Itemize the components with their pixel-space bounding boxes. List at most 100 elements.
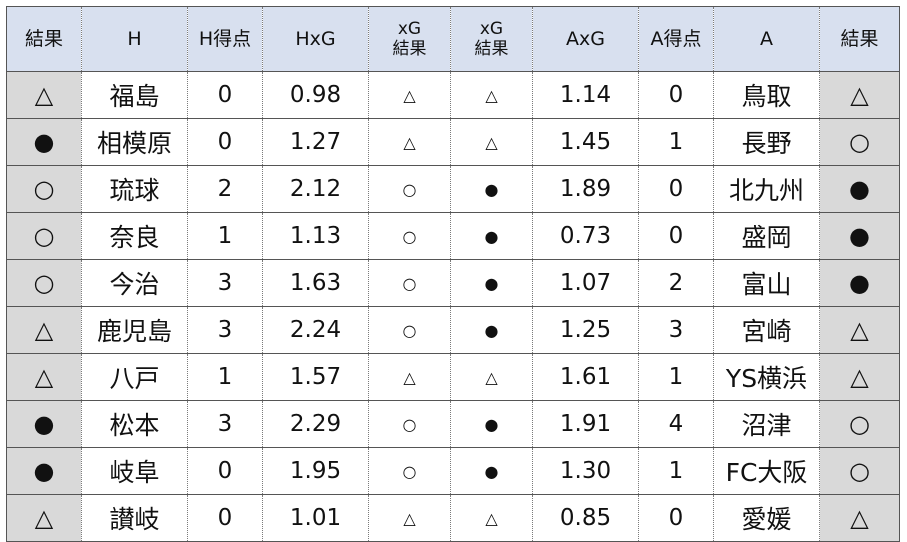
header-away-xg-result-top: xG: [479, 18, 504, 39]
away-xg: 0.85: [532, 494, 639, 542]
away-team: 富山: [713, 259, 820, 307]
away-score: 0: [638, 494, 714, 542]
away-xg: 1.61: [532, 353, 639, 401]
header-away-team: A: [713, 6, 820, 72]
home-xg: 2.29: [262, 400, 369, 448]
away-team: FC大阪: [713, 447, 820, 495]
away-xg: 1.25: [532, 306, 639, 354]
header-home-score: H得点: [187, 6, 263, 72]
away-xg-result-mark: ●: [450, 259, 533, 307]
home-score: 3: [187, 259, 263, 307]
home-score: 3: [187, 400, 263, 448]
header-home-xg: HxG: [262, 6, 369, 72]
table-row: ○ 今治 3 1.63 ○ ● 1.07 2 富山 ●: [6, 259, 900, 307]
home-xg-result-mark: △: [368, 118, 451, 166]
home-team: 奈良: [81, 212, 188, 260]
away-score: 1: [638, 353, 714, 401]
match-results-table: 結果 H H得点 HxG xG 結果 xG 結果 AxG A得点 A 結果 △ …: [6, 6, 900, 542]
table-row: △ 福島 0 0.98 △ △ 1.14 0 鳥取 △: [6, 71, 900, 119]
home-result-mark: ○: [6, 165, 82, 213]
away-result-mark: △: [819, 71, 900, 119]
away-team: 沼津: [713, 400, 820, 448]
header-home-team: H: [81, 6, 188, 72]
home-result-mark: △: [6, 494, 82, 542]
away-team: 愛媛: [713, 494, 820, 542]
header-home-result: 結果: [6, 6, 82, 72]
home-xg: 1.13: [262, 212, 369, 260]
home-result-mark: ●: [6, 400, 82, 448]
home-xg: 2.12: [262, 165, 369, 213]
away-result-mark: ●: [819, 259, 900, 307]
away-xg-result-mark: ●: [450, 447, 533, 495]
home-xg-result-mark: ○: [368, 447, 451, 495]
home-team: 岐阜: [81, 447, 188, 495]
home-team: 琉球: [81, 165, 188, 213]
away-xg-result-mark: ●: [450, 212, 533, 260]
home-team: 今治: [81, 259, 188, 307]
table-row: ● 松本 3 2.29 ○ ● 1.91 4 沼津 ○: [6, 400, 900, 448]
home-xg: 0.98: [262, 71, 369, 119]
home-xg: 1.27: [262, 118, 369, 166]
home-xg: 2.24: [262, 306, 369, 354]
table-row: △ 鹿児島 3 2.24 ○ ● 1.25 3 宮崎 △: [6, 306, 900, 354]
away-xg: 1.91: [532, 400, 639, 448]
header-away-xg: AxG: [532, 6, 639, 72]
away-team: 長野: [713, 118, 820, 166]
table-row: ○ 奈良 1 1.13 ○ ● 0.73 0 盛岡 ●: [6, 212, 900, 260]
table-row: △ 八戸 1 1.57 △ △ 1.61 1 YS横浜 △: [6, 353, 900, 401]
header-home-xg-result: xG 結果: [368, 6, 451, 72]
away-score: 4: [638, 400, 714, 448]
header-row: 結果 H H得点 HxG xG 結果 xG 結果 AxG A得点 A 結果: [6, 6, 900, 72]
away-result-mark: ○: [819, 447, 900, 495]
home-xg-result-mark: ○: [368, 306, 451, 354]
away-result-mark: ○: [819, 118, 900, 166]
table-row: △ 讃岐 0 1.01 △ △ 0.85 0 愛媛 △: [6, 494, 900, 542]
home-xg-result-mark: ○: [368, 212, 451, 260]
home-xg: 1.57: [262, 353, 369, 401]
away-result-mark: △: [819, 306, 900, 354]
home-xg: 1.95: [262, 447, 369, 495]
away-xg: 1.14: [532, 71, 639, 119]
home-result-mark: ●: [6, 447, 82, 495]
away-result-mark: ●: [819, 212, 900, 260]
away-score: 0: [638, 165, 714, 213]
home-xg-result-mark: △: [368, 71, 451, 119]
home-result-mark: △: [6, 353, 82, 401]
away-result-mark: △: [819, 494, 900, 542]
table-row: ● 相模原 0 1.27 △ △ 1.45 1 長野 ○: [6, 118, 900, 166]
away-xg: 1.45: [532, 118, 639, 166]
away-score: 0: [638, 212, 714, 260]
home-xg: 1.63: [262, 259, 369, 307]
away-result-mark: ●: [819, 165, 900, 213]
home-score: 2: [187, 165, 263, 213]
away-score: 1: [638, 118, 714, 166]
header-home-xg-result-bottom: 結果: [392, 39, 427, 59]
header-away-xg-result: xG 結果: [450, 6, 533, 72]
home-team: 讃岐: [81, 494, 188, 542]
header-away-result: 結果: [819, 6, 900, 72]
home-xg-result-mark: ○: [368, 400, 451, 448]
away-xg-result-mark: ●: [450, 306, 533, 354]
away-xg: 1.07: [532, 259, 639, 307]
home-score: 0: [187, 71, 263, 119]
header-away-xg-result-bottom: 結果: [474, 39, 509, 59]
home-score: 0: [187, 494, 263, 542]
home-score: 1: [187, 353, 263, 401]
away-score: 3: [638, 306, 714, 354]
away-xg-result-mark: △: [450, 118, 533, 166]
home-team: 相模原: [81, 118, 188, 166]
table-body: △ 福島 0 0.98 △ △ 1.14 0 鳥取 △ ● 相模原 0 1.27…: [6, 71, 900, 542]
home-score: 1: [187, 212, 263, 260]
away-xg-result-mark: △: [450, 71, 533, 119]
home-result-mark: △: [6, 71, 82, 119]
home-score: 0: [187, 118, 263, 166]
away-team: 盛岡: [713, 212, 820, 260]
away-score: 0: [638, 71, 714, 119]
home-score: 0: [187, 447, 263, 495]
home-xg-result-mark: △: [368, 494, 451, 542]
header-home-xg-result-top: xG: [397, 18, 422, 39]
table-row: ○ 琉球 2 2.12 ○ ● 1.89 0 北九州 ●: [6, 165, 900, 213]
away-team: 鳥取: [713, 71, 820, 119]
away-xg: 1.89: [532, 165, 639, 213]
home-team: 福島: [81, 71, 188, 119]
